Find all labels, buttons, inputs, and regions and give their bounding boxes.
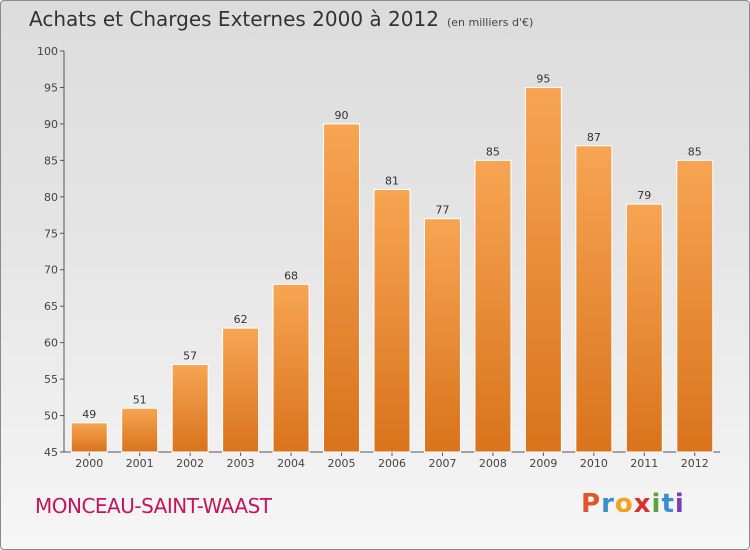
bar-2002 [171,364,209,453]
x-tick-label-2009: 2009 [529,457,557,470]
logo-letter: i [674,489,685,519]
bar-2005 [323,123,361,453]
value-label-2006: 81 [385,175,399,188]
x-tick-label-2011: 2011 [630,457,658,470]
x-tick-label-2012: 2012 [681,457,709,470]
x-tick-label-2004: 2004 [277,457,305,470]
x-tick-label-2000: 2000 [75,457,103,470]
x-tick-label-2006: 2006 [378,457,406,470]
y-tick-label: 65 [44,300,58,313]
bar-2012 [676,159,714,453]
y-tick-label: 85 [44,154,58,167]
x-tick-label-2005: 2005 [328,457,356,470]
bar-2011 [625,203,663,453]
bar-chart: 45 50 55 60 65 70 75 80 85 90 95 100 2000 2001 2002 200… [37,45,720,470]
bar-2010 [575,145,613,453]
value-label-2002: 57 [183,350,197,363]
y-tick-label: 50 [44,410,58,423]
x-tick-label-2002: 2002 [176,457,204,470]
value-label-2011: 79 [637,189,651,202]
y-tick-label: 95 [44,81,58,94]
y-tick-label: 60 [44,337,58,350]
bars [70,86,714,453]
x-tick-label-2003: 2003 [227,457,255,470]
bar-2009 [524,86,562,453]
x-tick-label-2010: 2010 [580,457,608,470]
logo-letter: o [614,489,634,519]
logo-letter: t [661,489,675,519]
value-label-2007: 77 [435,204,449,217]
bar-2008 [474,159,512,453]
bar-2004 [272,283,310,453]
axes: 45 50 55 60 65 70 75 80 85 90 95 100 2000 2001 2002 200… [37,45,720,470]
bar-2003 [222,327,260,453]
y-tick-label: 90 [44,118,58,131]
y-tick-label: 100 [37,45,58,58]
y-tick-label: 70 [44,264,58,277]
chart-title: Achats et Charges Externes 2000 à 2012 (e… [29,7,533,31]
value-label-2003: 62 [234,313,248,326]
data-labels: 49 51 57 62 68 90 81 77 85 95 87 79 85 [82,72,702,420]
value-label-2010: 87 [587,131,601,144]
x-tick-label-2001: 2001 [126,457,154,470]
bar-2007 [423,218,461,453]
bar-2001 [121,407,159,453]
logo-letter: r [601,489,615,519]
value-label-2008: 85 [486,145,500,158]
y-tick-label: 45 [44,446,58,459]
y-tick-label: 55 [44,373,58,386]
chart-title-text: Achats et Charges Externes 2000 à 2012 [29,7,439,31]
bar-2000 [70,422,108,453]
commune-name: MONCEAU-SAINT-WAAST [35,494,272,518]
value-label-2000: 49 [82,408,96,421]
value-label-2005: 90 [335,109,349,122]
bar-2006 [373,189,411,453]
logo-letter: x [633,489,652,519]
proxiti-logo: Proxiti [581,489,685,519]
chart-subtitle: (en milliers d'€) [446,16,534,29]
x-tick-label-2008: 2008 [479,457,507,470]
value-label-2001: 51 [133,393,147,406]
y-tick-label: 80 [44,191,58,204]
value-label-2004: 68 [284,269,298,282]
logo-letter: P [581,489,602,519]
x-tick-label-2007: 2007 [428,457,456,470]
logo-letter: i [651,489,662,519]
value-label-2012: 85 [688,145,702,158]
y-tick-label: 75 [44,227,58,240]
value-label-2009: 95 [536,72,550,85]
